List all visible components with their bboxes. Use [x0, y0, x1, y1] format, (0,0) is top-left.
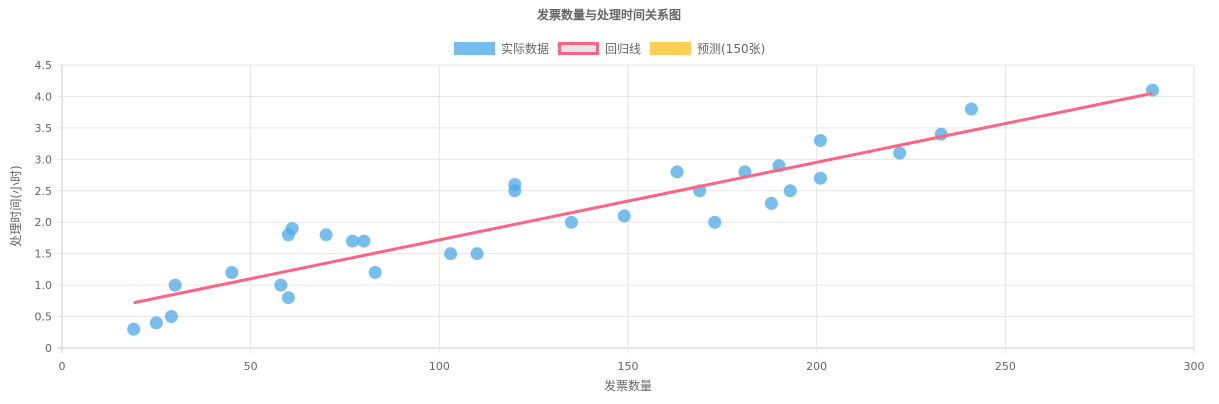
chart-title: 发票数量与处理时间关系图 [536, 7, 681, 22]
data-point [783, 184, 797, 198]
data-point [444, 247, 458, 261]
data-point [285, 222, 299, 236]
x-tick-label: 300 [1184, 360, 1205, 373]
regression-line [133, 91, 1153, 305]
data-point [564, 215, 578, 229]
y-tick-label: 3.0 [35, 153, 53, 166]
legend-swatch [454, 42, 495, 55]
data-point [470, 247, 484, 261]
grid: 0 0.5 1.0 1.5 2.0 2.5 3.0 3.5 4.0 4.5 0 50 100 150 200… [35, 59, 1205, 373]
x-tick-label: 0 [59, 360, 66, 373]
legend-label: 回归线 [605, 42, 641, 56]
x-tick-label: 200 [806, 360, 827, 373]
data-point [508, 184, 522, 198]
data-point [357, 234, 371, 248]
y-tick-label: 0 [45, 342, 52, 355]
data-point [617, 209, 631, 223]
x-tick-label: 100 [429, 360, 450, 373]
y-tick-label: 3.5 [35, 122, 53, 135]
data-point [346, 234, 360, 248]
y-tick-label: 1.5 [35, 248, 53, 261]
marks [127, 83, 1159, 336]
data-point [670, 165, 684, 179]
data-point [764, 196, 778, 210]
data-point [127, 322, 141, 336]
legend-swatch [558, 42, 599, 55]
x-tick-label: 250 [995, 360, 1016, 373]
legend-label: 预测(150张) [697, 42, 765, 56]
data-point [281, 291, 295, 305]
y-tick-label: 4.0 [35, 90, 53, 103]
y-tick-label: 1.0 [35, 279, 53, 292]
data-point [168, 278, 182, 292]
legend-swatch [650, 42, 691, 55]
data-point [368, 266, 382, 280]
data-point [813, 171, 827, 185]
x-axis-label: 发票数量 [604, 378, 652, 393]
data-point [964, 102, 978, 116]
x-tick-label: 150 [618, 360, 639, 373]
legend: 实际数据 回归线 预测(150张) [454, 41, 765, 56]
y-tick-label: 0.5 [35, 311, 53, 324]
data-point [319, 228, 333, 242]
y-tick-label: 4.5 [35, 59, 53, 72]
data-point [164, 310, 178, 324]
legend-label: 实际数据 [501, 41, 549, 56]
data-point [274, 278, 288, 292]
y-tick-label: 2.0 [35, 216, 53, 229]
data-point [149, 316, 163, 330]
data-point [225, 266, 239, 280]
y-axis-label: 处理时间(小时) [9, 165, 23, 246]
data-point [813, 133, 827, 147]
y-tick-label: 2.5 [35, 185, 53, 198]
data-point [708, 215, 722, 229]
data-point [893, 146, 907, 160]
x-tick-label: 50 [244, 360, 258, 373]
